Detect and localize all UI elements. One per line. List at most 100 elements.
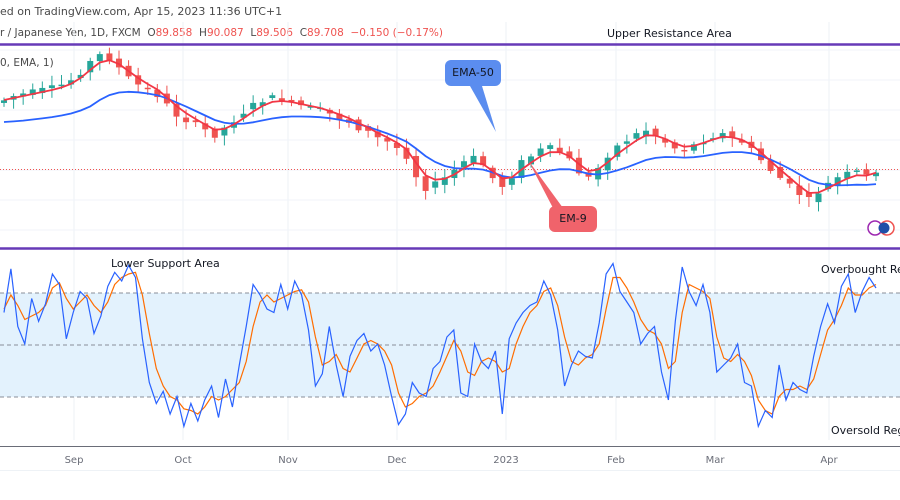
candle-body (547, 145, 554, 149)
candle-body (805, 192, 812, 198)
candle-body (211, 128, 218, 138)
candle-body (96, 54, 103, 62)
candle-body (298, 100, 305, 106)
ema9-callout[interactable]: EM-9 (549, 206, 597, 232)
overbought-label: Overbought Reg (821, 263, 900, 276)
candle-body (144, 87, 151, 90)
candle-body (115, 58, 122, 68)
candle-body (374, 131, 381, 138)
candle-body (604, 157, 611, 171)
candle-body (528, 156, 535, 165)
stoch-k-line (3, 262, 877, 429)
candle-body (844, 171, 851, 179)
candle-body (690, 144, 697, 151)
candle-body (738, 139, 745, 143)
ema50-line (3, 90, 877, 187)
ema9-line (3, 59, 877, 194)
candle-body (269, 95, 276, 99)
candle-body (240, 113, 247, 118)
stoch-d-line (3, 271, 877, 415)
symbol-name: r / Japanese Yen, 1D, FXCM (0, 27, 141, 39)
candle-body (403, 147, 410, 159)
candle-body (221, 127, 228, 136)
candle-body (470, 155, 477, 163)
candle-body (202, 123, 209, 130)
candle-body (29, 89, 36, 95)
time-axis-label: Dec (387, 455, 407, 466)
candle-body (460, 161, 467, 168)
candle-body (643, 130, 650, 137)
candle-body (508, 178, 515, 185)
candle-body (68, 80, 75, 85)
time-axis-label: Mar (705, 455, 725, 466)
candle-body (154, 89, 161, 98)
candle-body (480, 156, 487, 166)
candle-body (87, 60, 94, 73)
candle-body (719, 133, 726, 139)
time-axis-label: 2023 (493, 455, 519, 466)
candle-body (422, 176, 429, 191)
high-label: H (199, 27, 207, 39)
candle-body (537, 148, 544, 156)
candle-body (633, 133, 640, 139)
candle-body (729, 131, 736, 138)
candle-body (106, 53, 113, 61)
candle-body (48, 85, 55, 89)
candle-body (575, 157, 582, 174)
ema9-pointer (528, 160, 563, 208)
candle-body (499, 176, 506, 187)
time-axis-label: Apr (820, 455, 838, 466)
high-value: 90.087 (206, 27, 244, 39)
lower-support-label: Lower Support Area (111, 257, 220, 270)
candle-body (863, 169, 870, 175)
low-label: L (250, 27, 257, 39)
candle-body (1, 100, 7, 103)
candle-body (250, 102, 257, 110)
chart-header: ed on TradingView.com, Apr 15, 2023 11:3… (0, 0, 900, 22)
candle-body (873, 172, 879, 177)
candle-body (671, 142, 678, 149)
candle-body (662, 138, 669, 143)
time-axis-label: Sep (64, 455, 84, 466)
candle-body (825, 182, 832, 190)
time-axis-label: Nov (278, 455, 298, 466)
flag-icon (878, 222, 890, 234)
candle-body (777, 167, 784, 178)
candle-body (288, 99, 295, 102)
candle-body (58, 84, 65, 87)
candle-body (135, 75, 142, 85)
oversold-label: Oversold Reg (831, 424, 900, 437)
ema50-callout[interactable]: EMA-50 (445, 60, 501, 86)
candle-body (815, 193, 822, 203)
candle-body (681, 149, 688, 152)
candle-body (173, 103, 180, 117)
candle-body (384, 138, 391, 142)
candle-body (796, 185, 803, 196)
candle-body (767, 160, 774, 171)
candle-body (834, 177, 841, 185)
candle-body (786, 178, 793, 184)
candle-body (259, 102, 266, 106)
candle-body (336, 113, 343, 120)
candle-body (652, 128, 659, 137)
published-note: ed on TradingView.com, Apr 15, 2023 11:3… (0, 5, 283, 18)
candle-body (413, 155, 420, 178)
candle-body (614, 145, 621, 157)
candle-body (39, 87, 46, 94)
low-value: 89.506 (256, 27, 293, 39)
candle-body (758, 148, 765, 161)
indicator-label: 0, EMA, 1) (0, 57, 54, 69)
candle-body (853, 170, 860, 172)
time-axis-label: Feb (607, 455, 625, 466)
open-label: O (147, 27, 156, 39)
candle-body (183, 117, 190, 123)
ema50-pointer (470, 86, 496, 132)
close-label: C (299, 27, 308, 39)
candle-body (623, 141, 630, 144)
candle-body (441, 177, 448, 185)
candle-body (432, 181, 439, 188)
candle-body (192, 120, 199, 123)
upper-resistance-label: Upper Resistance Area (607, 27, 732, 40)
candle-body (77, 74, 84, 79)
